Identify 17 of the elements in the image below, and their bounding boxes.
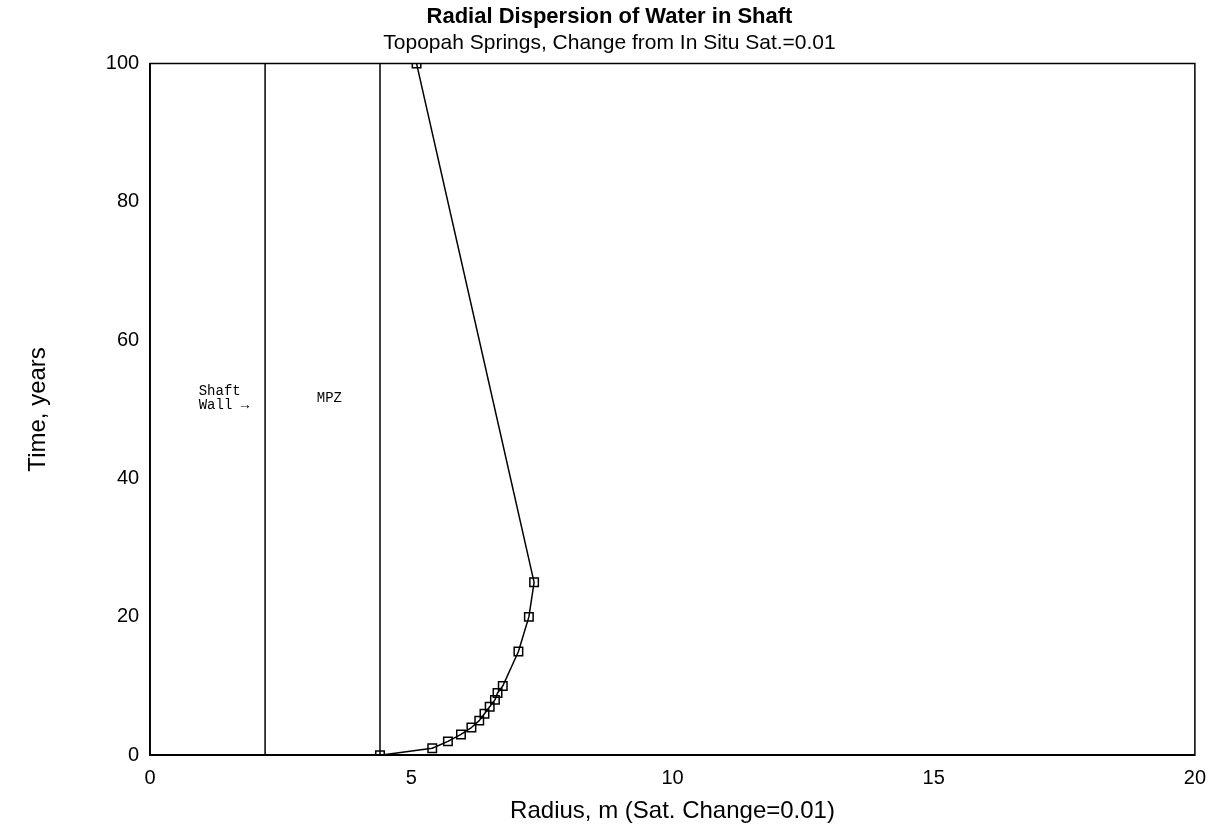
y-tick-label: 0 <box>128 742 140 765</box>
x-tick-label: 5 <box>405 765 417 788</box>
y-tick-label: 60 <box>116 327 140 350</box>
y-tick-label: 80 <box>116 189 140 212</box>
y-tick-label: 100 <box>105 51 140 74</box>
ref-line-label: Shaft Wall → <box>198 383 250 414</box>
y-tick-label: 20 <box>116 604 140 627</box>
x-tick-label: 10 <box>661 765 684 788</box>
x-tick-label: 15 <box>922 765 945 788</box>
ref-line-label: MPZ <box>316 390 343 407</box>
x-tick-label: 20 <box>1183 765 1206 788</box>
x-axis-title: Radius, m (Sat. Change=0.01) <box>510 796 835 824</box>
y-tick-label: 40 <box>116 466 140 489</box>
chart-title: Radial Dispersion of Water in Shaft <box>426 3 794 29</box>
chart-subtitle: Topopah Springs, Change from In Situ Sat.=0.01 <box>383 29 836 53</box>
x-tick-label: 0 <box>144 765 156 788</box>
y-axis-title: Time, years <box>23 347 51 472</box>
